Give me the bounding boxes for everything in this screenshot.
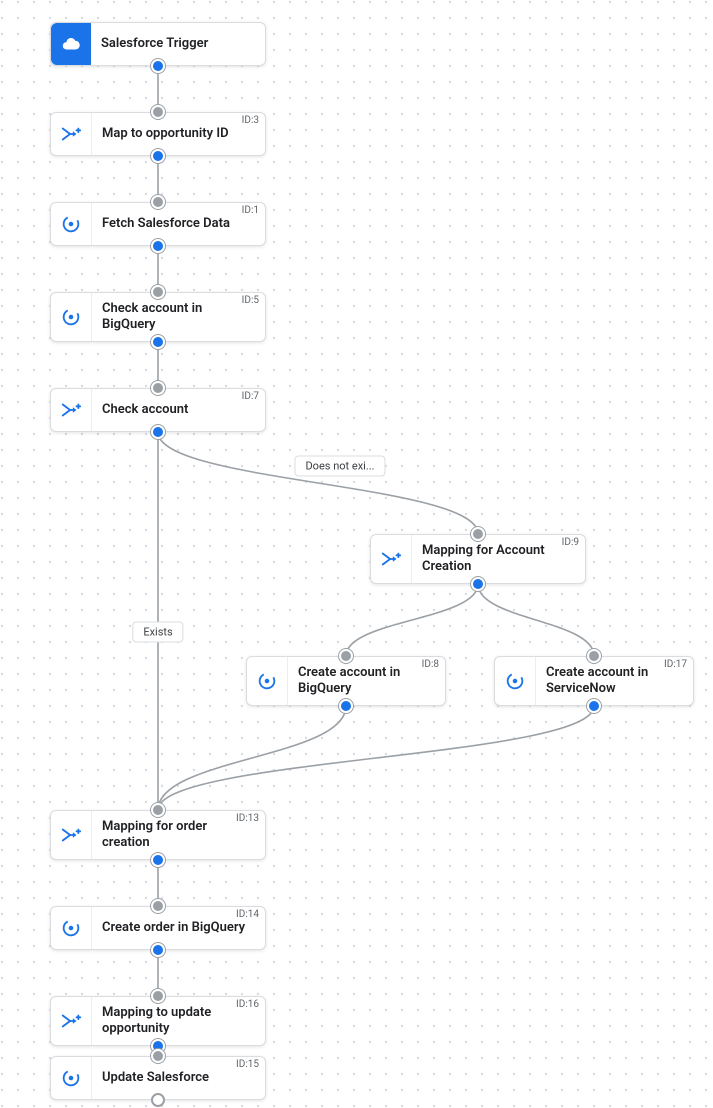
port-out xyxy=(151,149,165,163)
port-out xyxy=(151,59,165,73)
port-in xyxy=(151,381,165,395)
port-in xyxy=(151,285,165,299)
edge-label: Exists xyxy=(132,622,183,643)
connector-icon xyxy=(51,1057,92,1099)
node-id-badge: ID:3 xyxy=(242,115,259,126)
edge-label: Does not exi... xyxy=(294,456,385,477)
node-id-badge: ID:1 xyxy=(242,205,259,216)
port-out xyxy=(151,425,165,439)
port-in xyxy=(151,195,165,209)
connector-icon xyxy=(51,203,92,245)
node-id-badge: ID:5 xyxy=(242,295,259,306)
port-out xyxy=(151,239,165,253)
flow-canvas[interactable]: Salesforce TriggerMap to opportunity IDI… xyxy=(0,0,713,1108)
node-id-badge: ID:8 xyxy=(422,659,439,670)
port-out xyxy=(151,1093,165,1107)
node-label: Salesforce Trigger xyxy=(91,30,265,58)
node-label: Mapping for Account Creation xyxy=(412,537,585,582)
port-out xyxy=(339,699,353,713)
port-out xyxy=(151,943,165,957)
map-icon xyxy=(51,811,92,859)
port-in xyxy=(151,1049,165,1063)
node-label: Map to opportunity ID xyxy=(92,120,265,148)
port-in xyxy=(151,989,165,1003)
node-id-badge: ID:17 xyxy=(664,659,687,670)
node-label: Check account in BigQuery xyxy=(92,295,265,340)
port-out xyxy=(151,335,165,349)
map-icon xyxy=(371,535,412,583)
node-label: Check account xyxy=(92,396,265,424)
port-out xyxy=(471,577,485,591)
connector-icon xyxy=(247,657,288,705)
port-in xyxy=(339,649,353,663)
node-id-badge: ID:9 xyxy=(562,537,579,548)
map-icon xyxy=(51,389,92,431)
connector-icon xyxy=(51,293,92,341)
salesforce-icon xyxy=(51,23,91,65)
connector-icon xyxy=(495,657,536,705)
port-in xyxy=(151,899,165,913)
port-in xyxy=(471,527,485,541)
port-in xyxy=(151,105,165,119)
map-icon xyxy=(51,997,92,1045)
node-id-badge: ID:14 xyxy=(236,909,259,920)
node-id-badge: ID:13 xyxy=(236,813,259,824)
node-id-badge: ID:15 xyxy=(236,1059,259,1070)
connector-icon xyxy=(51,907,92,949)
node-label: Fetch Salesforce Data xyxy=(92,210,265,238)
port-out xyxy=(587,699,601,713)
map-icon xyxy=(51,113,92,155)
node-id-badge: ID:7 xyxy=(242,391,259,402)
port-out xyxy=(151,853,165,867)
node-id-badge: ID:16 xyxy=(236,999,259,1010)
port-in xyxy=(587,649,601,663)
port-in xyxy=(151,803,165,817)
